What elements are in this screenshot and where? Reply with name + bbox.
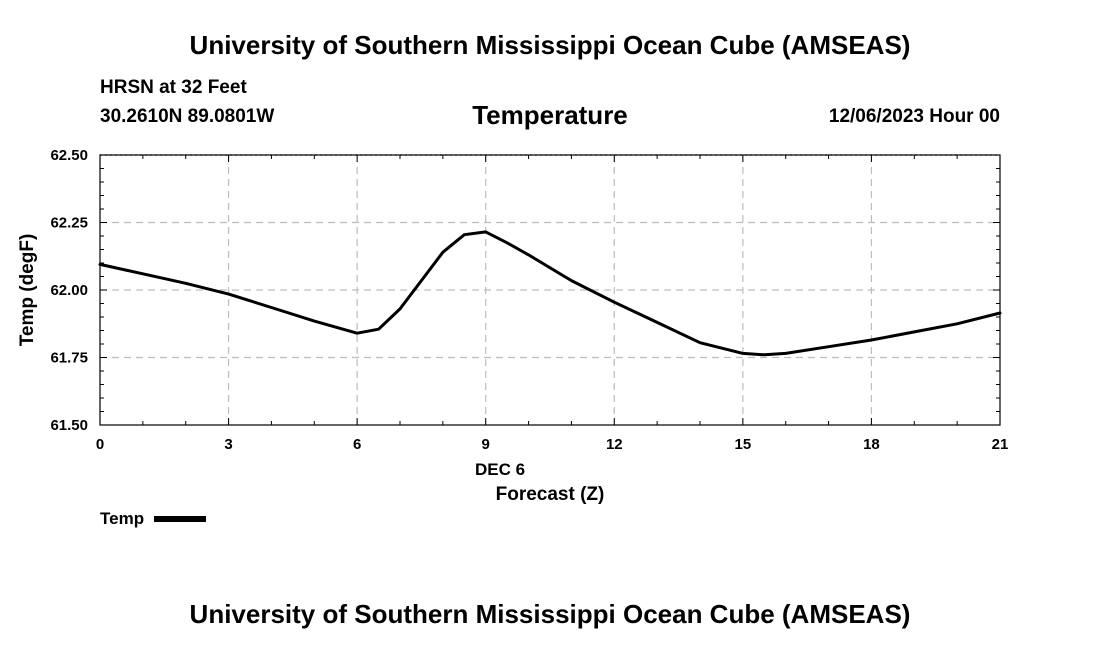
x-tick-label: 21 bbox=[992, 436, 1009, 453]
x-tick-label: 9 bbox=[482, 436, 490, 453]
x-tick-label: 6 bbox=[353, 436, 361, 453]
x-axis-title: Forecast (Z) bbox=[496, 484, 605, 505]
legend-label: Temp bbox=[100, 509, 145, 528]
legend: Temp bbox=[100, 509, 207, 529]
y-axis-title: Temp (degF) bbox=[17, 234, 38, 347]
y-tick-label: 62.50 bbox=[50, 147, 88, 164]
x-tick-label: 15 bbox=[735, 436, 752, 453]
forecast-datetime: 12/06/2023 Hour 00 bbox=[828, 106, 1000, 127]
y-tick-label: 62.00 bbox=[50, 282, 88, 299]
legend-swatch bbox=[154, 516, 207, 522]
x-tick-label: 12 bbox=[606, 436, 623, 453]
axis-ticks bbox=[99, 154, 1001, 426]
y-tick-label: 62.25 bbox=[50, 215, 88, 232]
x-tick-label: 18 bbox=[863, 436, 880, 453]
y-tick-label: 61.75 bbox=[50, 350, 88, 367]
station-coordinates: 30.2610N 89.0801W bbox=[100, 106, 275, 127]
temperature-chart: 0 3 6 9 12 15 18 21 61.50 61.75 62.00 62.25 62.50 DE… bbox=[17, 147, 1008, 505]
station-label: HRSN at 32 Feet bbox=[100, 77, 247, 98]
variable-title: Temperature bbox=[472, 100, 628, 130]
series-line-temp bbox=[98, 230, 1002, 357]
chart-title: University of Southern Mississippi Ocean… bbox=[189, 30, 911, 60]
axis-labels: 0 3 6 9 12 15 18 21 61.50 61.75 62.00 62.25 62.50 bbox=[50, 147, 1008, 453]
footer-title: University of Southern Mississippi Ocean… bbox=[189, 599, 911, 629]
grid bbox=[100, 154, 1000, 425]
x-axis-date-label: DEC 6 bbox=[475, 460, 525, 479]
x-tick-label: 0 bbox=[96, 436, 104, 453]
y-tick-label: 61.50 bbox=[50, 417, 88, 434]
x-tick-label: 3 bbox=[224, 436, 232, 453]
